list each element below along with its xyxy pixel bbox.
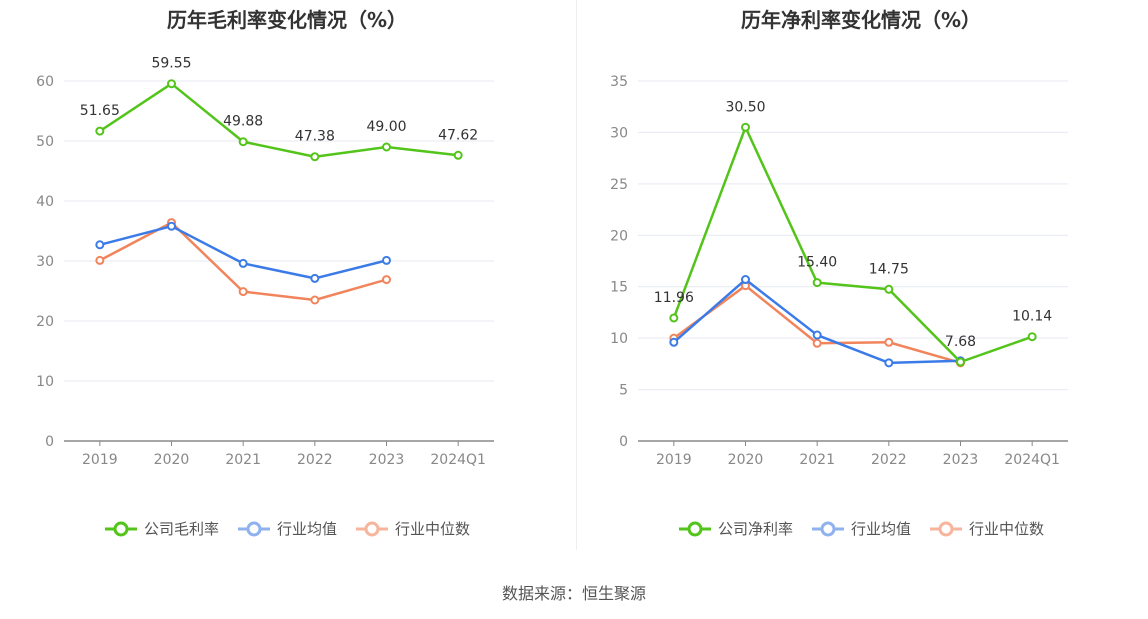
data-point [310,295,320,305]
legend-item-industry-median[interactable]: 行业中位数 [929,518,1044,539]
y-tick-label: 35 [610,74,628,90]
data-point [884,358,894,368]
y-tick-label: 40 [36,194,54,210]
data-label: 49.88 [223,114,263,130]
y-tick-label: 15 [610,280,628,296]
legend-item-industry-mean[interactable]: 行业均值 [237,518,337,539]
data-label: 59.55 [151,56,191,72]
x-tick-label: 2020 [728,452,764,468]
data-label: 14.75 [869,261,909,277]
y-tick-label: 20 [36,314,54,330]
x-tick-label: 2023 [943,452,979,468]
net-margin-panel: 历年净利率变化情况（%） 0 5 10 15 20 25 30 35 2019 2020 2021 2… [574,0,1148,560]
series-line [673,284,961,365]
x-tick-label: 2019 [656,452,692,468]
legend-label: 行业中位数 [969,520,1045,538]
data-label: 11.96 [654,290,694,306]
data-point [167,79,176,89]
panel-divider [576,0,577,550]
data-point [956,357,965,367]
legend-median-marker-icon [356,521,388,536]
x-tick-label: 2019 [82,452,118,468]
y-tick-label: 20 [610,228,628,244]
y-tick-label: 10 [610,331,628,347]
x-tick-label: 2021 [799,452,835,468]
data-label: 7.68 [945,334,976,350]
y-tick-label: 0 [619,434,628,450]
legend-company-marker-icon [678,521,711,536]
data-point [95,255,105,265]
data-point [95,126,105,136]
data-point [884,337,894,347]
x-tick-label: 2024Q1 [430,452,486,468]
data-point [310,273,320,283]
y-tick-label: 25 [610,177,628,193]
x-tick-label: 2024Q1 [1004,452,1060,468]
data-point [238,258,248,268]
data-point [669,337,679,347]
x-tick-label: 2023 [369,452,405,468]
data-point [812,330,822,340]
data-source-note: 数据来源：恒生聚源 [501,584,646,603]
legend-item-company[interactable]: 公司净利率 [678,518,793,539]
legend-item-industry-mean[interactable]: 行业均值 [811,518,911,539]
data-point [167,221,176,231]
legend-item-company[interactable]: 公司毛利率 [104,518,219,539]
legend-mean-marker-icon [811,521,844,536]
legend-label: 行业均值 [850,520,911,538]
data-label: 51.65 [80,103,120,119]
y-tick-label: 5 [619,383,628,399]
series-line [672,126,1033,364]
data-point [741,275,750,285]
data-point [453,150,463,160]
legend: 公司净利率 行业均值 行业中位数 [574,518,1148,539]
y-tick-label: 10 [36,374,54,390]
x-tick-label: 2022 [871,452,907,468]
data-point [1027,332,1037,342]
legend-company-marker-icon [104,521,137,536]
legend-item-industry-median[interactable]: 行业中位数 [355,518,470,539]
legend-median-marker-icon [930,521,962,536]
x-tick-label: 2022 [297,452,333,468]
data-point [382,142,391,152]
data-point [669,313,679,323]
data-point [238,137,248,147]
legend-label: 公司毛利率 [143,520,219,538]
legend-label: 行业均值 [276,520,337,538]
data-label: 47.62 [438,127,478,143]
net-margin-chart: 0 5 10 15 20 25 30 35 2019 2020 2021 2022 2023 2024Q1… [610,74,1068,468]
gross-margin-chart: 0 10 20 30 40 50 60 2019 2020 2021 2022 2023 2024Q1 5… [36,56,494,468]
chart-title: 历年净利率变化情况（%） [740,8,982,32]
y-tick-label: 50 [36,134,54,150]
x-tick-label: 2021 [225,452,261,468]
data-label: 15.40 [797,255,837,271]
data-point [812,278,822,288]
data-label: 49.00 [366,119,406,135]
legend: 公司毛利率 行业均值 行业中位数 [0,518,574,539]
y-tick-label: 30 [36,254,54,270]
y-tick-label: 60 [36,74,54,90]
series-line [99,224,387,280]
x-tick-label: 2020 [154,452,190,468]
data-point [812,338,822,348]
data-point [382,255,391,265]
data-label: 10.14 [1012,309,1052,325]
y-tick-label: 30 [610,125,628,141]
data-label: 47.38 [295,129,335,145]
data-point [884,284,894,294]
data-point [95,240,105,250]
legend-mean-marker-icon [237,521,270,536]
data-point [382,275,391,285]
legend-label: 公司净利率 [717,520,793,538]
data-point [310,152,320,162]
data-point [238,287,248,297]
series-line [99,82,459,158]
y-tick-label: 0 [45,434,54,450]
gross-margin-panel: 历年毛利率变化情况（%） 0 10 20 30 40 50 60 2019 2020 2021 20… [0,0,574,560]
data-point [741,122,750,132]
legend-label: 行业中位数 [395,520,471,538]
data-label: 30.50 [725,99,765,115]
chart-title: 历年毛利率变化情况（%） [166,8,408,32]
